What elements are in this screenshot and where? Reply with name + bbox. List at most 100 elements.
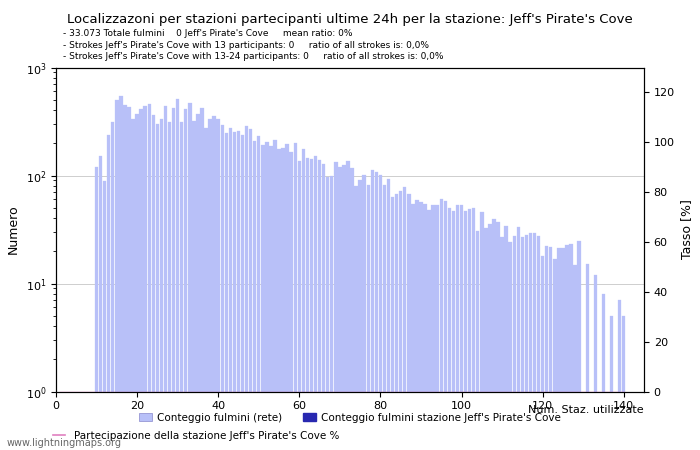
Text: - Strokes Jeff's Pirate's Cove with 13-24 participants: 0     ratio of all strok: - Strokes Jeff's Pirate's Cove with 13-2… <box>63 52 444 61</box>
Bar <box>314 156 317 450</box>
Bar <box>525 235 528 450</box>
Bar <box>363 175 366 450</box>
Bar <box>350 168 354 450</box>
Bar <box>298 161 301 450</box>
Bar <box>265 142 269 450</box>
Bar <box>318 160 321 450</box>
Bar <box>237 131 240 450</box>
Bar <box>123 105 127 450</box>
Bar <box>172 108 175 450</box>
Bar <box>277 148 281 450</box>
Y-axis label: Tasso [%]: Tasso [%] <box>680 199 694 260</box>
Bar <box>452 211 455 450</box>
Bar <box>488 224 491 450</box>
Bar <box>569 244 573 450</box>
Bar <box>107 135 111 450</box>
Bar <box>517 227 520 450</box>
Bar <box>411 204 414 450</box>
Bar <box>415 200 419 450</box>
Partecipazione della stazione Jeff's Pirate's Cove % <box>56 389 64 394</box>
Bar <box>492 219 496 450</box>
Bar <box>261 145 265 450</box>
Bar <box>99 157 102 450</box>
Bar <box>431 205 435 450</box>
Bar <box>346 162 350 450</box>
Bar <box>209 119 212 450</box>
Bar <box>622 316 625 450</box>
Bar <box>310 159 313 450</box>
Text: - 33.073 Totale fulmini    0 Jeff's Pirate's Cove     mean ratio: 0%: - 33.073 Totale fulmini 0 Jeff's Pirate'… <box>63 29 353 38</box>
Bar <box>472 208 475 450</box>
Bar <box>573 265 577 450</box>
Bar <box>196 114 200 450</box>
Bar <box>545 247 548 450</box>
Bar <box>528 234 532 450</box>
Bar <box>200 108 204 450</box>
Bar <box>94 167 98 450</box>
Bar <box>115 100 118 450</box>
Bar <box>334 162 337 450</box>
Bar <box>241 135 244 450</box>
Bar <box>602 294 606 450</box>
Bar <box>322 164 326 450</box>
Bar <box>155 124 159 450</box>
Bar <box>444 201 447 450</box>
Bar <box>342 165 346 450</box>
Bar <box>193 121 195 450</box>
Bar <box>229 128 232 450</box>
Bar <box>290 152 293 450</box>
Bar <box>403 187 407 450</box>
Bar <box>447 208 451 450</box>
Bar <box>270 146 272 450</box>
Bar <box>204 128 208 450</box>
Bar <box>374 172 378 450</box>
Bar <box>119 95 122 450</box>
Text: - Strokes Jeff's Pirate's Cove with 13 participants: 0     ratio of all strokes : - Strokes Jeff's Pirate's Cove with 13 p… <box>63 40 429 50</box>
Bar <box>399 191 402 450</box>
Bar <box>440 199 443 450</box>
Bar <box>541 256 545 450</box>
Bar <box>152 115 155 450</box>
Bar <box>330 176 333 450</box>
Bar <box>549 247 552 450</box>
Bar <box>306 158 309 450</box>
Bar <box>302 149 305 450</box>
Bar <box>553 259 556 450</box>
Bar <box>557 248 561 450</box>
Bar <box>367 185 370 450</box>
Bar <box>456 205 459 450</box>
Bar <box>188 103 192 450</box>
Bar <box>354 186 358 450</box>
Bar <box>212 116 216 450</box>
Bar <box>464 211 468 450</box>
Bar <box>148 104 151 450</box>
Bar <box>618 300 622 450</box>
Partecipazione della stazione Jeff's Pirate's Cove % <box>620 389 628 394</box>
Bar <box>281 148 285 450</box>
Bar <box>232 132 236 450</box>
Bar <box>338 167 342 450</box>
Partecipazione della stazione Jeff's Pirate's Cove % <box>611 389 620 394</box>
Bar <box>500 237 504 450</box>
Legend: Partecipazione della stazione Jeff's Pirate's Cove %: Partecipazione della stazione Jeff's Pir… <box>49 427 343 445</box>
Bar <box>512 236 516 450</box>
Bar <box>127 107 131 450</box>
Bar <box>391 197 394 450</box>
Bar <box>144 106 147 450</box>
Bar <box>132 119 135 450</box>
Partecipazione della stazione Jeff's Pirate's Cove % <box>113 389 121 394</box>
Bar <box>220 125 224 450</box>
Partecipazione della stazione Jeff's Pirate's Cove % <box>88 389 97 394</box>
Partecipazione della stazione Jeff's Pirate's Cove % <box>76 389 85 394</box>
Bar <box>561 248 565 450</box>
Bar <box>435 205 439 450</box>
Bar <box>610 316 613 450</box>
Bar <box>168 122 172 450</box>
Bar <box>225 134 228 450</box>
Bar <box>370 170 374 450</box>
Bar <box>496 222 500 450</box>
Bar <box>594 275 597 450</box>
Bar <box>111 122 115 450</box>
Bar <box>585 265 589 450</box>
Bar <box>164 105 167 450</box>
